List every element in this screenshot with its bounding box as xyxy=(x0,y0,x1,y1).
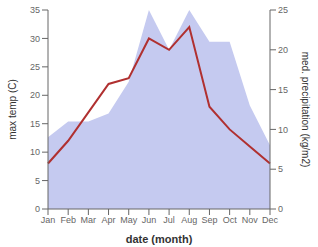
svg-text:med. precipitation (kg/m2): med. precipitation (kg/m2) xyxy=(300,52,310,168)
svg-text:5: 5 xyxy=(35,176,40,186)
svg-text:20: 20 xyxy=(278,45,288,55)
svg-text:Aug: Aug xyxy=(181,215,197,225)
svg-text:35: 35 xyxy=(30,5,40,15)
svg-text:Sep: Sep xyxy=(201,215,217,225)
svg-text:Mar: Mar xyxy=(81,215,97,225)
svg-text:Jul: Jul xyxy=(163,215,175,225)
svg-text:10: 10 xyxy=(278,125,288,135)
svg-text:Jan: Jan xyxy=(41,215,56,225)
svg-text:25: 25 xyxy=(30,62,40,72)
svg-text:15: 15 xyxy=(278,85,288,95)
svg-text:10: 10 xyxy=(30,147,40,157)
svg-text:date (month): date (month) xyxy=(126,233,193,245)
svg-text:5: 5 xyxy=(278,164,283,174)
svg-text:May: May xyxy=(120,215,138,225)
svg-text:Oct: Oct xyxy=(223,215,238,225)
svg-text:0: 0 xyxy=(278,204,283,214)
svg-text:20: 20 xyxy=(30,90,40,100)
svg-text:Feb: Feb xyxy=(60,215,76,225)
svg-text:max temp (C): max temp (C) xyxy=(8,79,18,140)
svg-text:Dec: Dec xyxy=(262,215,279,225)
svg-text:25: 25 xyxy=(278,5,288,15)
svg-text:Apr: Apr xyxy=(102,215,116,225)
svg-text:Jun: Jun xyxy=(142,215,157,225)
svg-text:Nov: Nov xyxy=(242,215,259,225)
svg-text:0: 0 xyxy=(35,204,40,214)
svg-text:30: 30 xyxy=(30,34,40,44)
svg-text:15: 15 xyxy=(30,119,40,129)
